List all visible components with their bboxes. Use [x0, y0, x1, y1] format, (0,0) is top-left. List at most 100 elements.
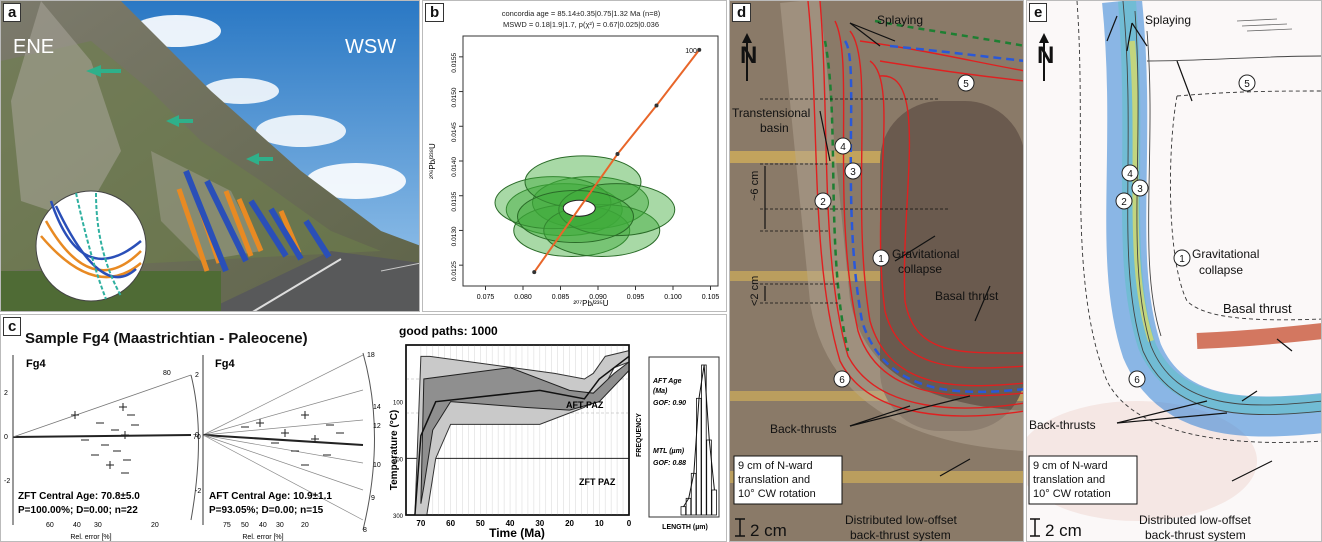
panel-label-d: d — [732, 3, 751, 22]
thermal-xtick-label-5: 20 — [565, 519, 574, 528]
thermal-xtick-label-1: 60 — [446, 519, 455, 528]
panel-c-graphics: Sample Fg4 (Maastrichtian - Paleocene) — [1, 315, 727, 542]
d-translation3: 10° CW rotation — [738, 488, 816, 500]
d-distributed2: back-thrust system — [850, 528, 951, 542]
thermal-history: good paths: 1000 Temperature (°C) AFT PA… — [389, 324, 632, 540]
thermal-title: good paths: 1000 — [399, 324, 498, 338]
d-distributed1: Distributed low-offset — [845, 513, 957, 527]
svg-text:8: 8 — [363, 527, 367, 534]
d-basal-thrust: Basal thrust — [935, 289, 999, 303]
radial1-sample: Fg4 — [26, 358, 46, 370]
svg-text:1: 1 — [878, 254, 884, 265]
concordia-ytick-label-0: 0.0125 — [451, 261, 458, 281]
concordia-ytick-label-3: 0.0140 — [451, 157, 458, 177]
e-distributed1: Distributed low-offset — [1139, 513, 1251, 527]
d-two-cm: <2 cm — [749, 276, 761, 306]
hist-gof1: GOF: 0.90 — [653, 400, 686, 407]
hist-aft-age: AFT Age — [652, 378, 682, 385]
svg-text:75: 75 — [223, 522, 231, 529]
svg-text:-2: -2 — [4, 478, 10, 485]
thermal-ylabel: Temperature (°C) — [389, 410, 400, 491]
svg-text:4: 4 — [840, 142, 846, 153]
e-grav2: collapse — [1199, 263, 1243, 277]
d-scale: 2 cm — [750, 521, 787, 540]
thermal-xtick-label-0: 70 — [416, 519, 425, 528]
d-transtensional: Transtensional — [732, 106, 810, 120]
svg-text:20: 20 — [151, 522, 159, 529]
panel-label-c: c — [3, 317, 21, 336]
radial2-sample: Fg4 — [215, 358, 235, 370]
svg-text:5: 5 — [963, 79, 969, 90]
e-scale: 2 cm — [1045, 521, 1082, 540]
radial2-stats: P=93.05%; D=0.00; n=15 — [209, 505, 324, 516]
e-translation3: 10° CW rotation — [1033, 488, 1111, 500]
concordia-ellipse-7 — [518, 191, 634, 243]
svg-text:3: 3 — [850, 167, 856, 178]
svg-text:60: 60 — [46, 522, 54, 529]
svg-text:12: 12 — [373, 423, 381, 430]
panel-b-concordia: concordia age = 85.14±0.35|0.75|1.32 Ma … — [422, 0, 727, 312]
e-back-thrusts: Back-thrusts — [1029, 418, 1096, 432]
svg-text:2: 2 — [4, 390, 8, 397]
d-translation1: 9 cm of N-ward — [738, 460, 813, 472]
hist-aft-age-unit: (Ma) — [653, 388, 668, 395]
hist-bar-6 — [712, 490, 717, 515]
outcrop-photo: ENE WSW — [1, 1, 420, 312]
concordia-header-2: MSWD = 0.18|1.9|1.7, p(χ²) = 0.67|0.025|… — [503, 20, 659, 29]
svg-text:50: 50 — [241, 522, 249, 529]
panel-a-outcrop-photo: ENE WSW a — [0, 0, 420, 312]
panel-label-a: a — [3, 3, 21, 22]
radial1-xaxis: Rel. error [%] — [70, 534, 111, 541]
radial1-age: ZFT Central Age: 70.8±5.0 — [18, 491, 140, 502]
radial-plot-aft: Fg4 181412 1098 02-2 AFT Central Age: 10… — [195, 352, 381, 541]
radial2-xaxis: Rel. error [%] — [242, 534, 283, 541]
e-distributed2: back-thrust system — [1145, 528, 1246, 542]
svg-text:30: 30 — [276, 522, 284, 529]
e-translation1: 9 cm of N-ward — [1033, 460, 1108, 472]
thermal-ytick-label-0: 100 — [393, 401, 404, 407]
hist-bar-3 — [696, 398, 701, 515]
e-splaying: Splaying — [1145, 13, 1191, 27]
concordia-ytick-label-1: 0.0130 — [451, 226, 458, 246]
concordia-xtick-label-6: 0.105 — [702, 294, 720, 301]
thermal-ytick-label-1: 200 — [393, 457, 404, 463]
concordia-ytick-label-4: 0.0145 — [451, 122, 458, 142]
concordia-xtick-label-5: 0.100 — [664, 294, 682, 301]
hist-ylabel: FREQUENCY — [636, 413, 643, 457]
hist-bar-0 — [681, 507, 686, 515]
radial1-stats: P=100.00%; D=0.00; n=22 — [18, 505, 138, 516]
thermal-xtick-label-7: 0 — [627, 519, 632, 528]
analog-model-photo: N 5 4 3 2 1 6 — [730, 1, 1024, 542]
svg-text:2: 2 — [1121, 197, 1127, 208]
concordia-header-1: concordia age = 85.14±0.35|0.75|1.32 Ma … — [502, 9, 661, 18]
panel-label-b: b — [425, 3, 444, 22]
hist-bar-2 — [691, 473, 696, 515]
hist-mtl: MTL (µm) — [653, 448, 685, 455]
panel-label-e: e — [1029, 3, 1047, 22]
svg-text:9: 9 — [371, 495, 375, 502]
panel-c-thermochronology: Sample Fg4 (Maastrichtian - Paleocene) — [0, 314, 727, 542]
concordia-xtick-label-2: 0.085 — [552, 294, 570, 301]
e-translation2: translation and — [1033, 474, 1105, 486]
direction-right-label: WSW — [345, 36, 396, 58]
concordia-ytick-label-5: 0.0150 — [451, 87, 458, 107]
d-back-thrusts: Back-thrusts — [770, 422, 837, 436]
svg-text:4: 4 — [1127, 169, 1133, 180]
strain-map: N 543 216 Splaying Gravitational col — [1027, 1, 1322, 542]
concordia-xtick-label-4: 0.095 — [627, 294, 645, 301]
d-translation2: translation and — [738, 474, 810, 486]
concordia-ylabel: ²⁰⁶Pb/²³⁸U — [428, 143, 437, 179]
thermal-xtick-label-6: 10 — [595, 519, 604, 528]
svg-text:1: 1 — [1179, 254, 1185, 265]
d-basin: basin — [760, 121, 789, 135]
svg-text:-2: -2 — [195, 488, 201, 495]
svg-text:6: 6 — [1134, 375, 1140, 386]
length-histogram: FREQUENCY LENGTH (µm) AFT Age (Ma) GOF: … — [636, 357, 719, 531]
concordia-xlabel: ²⁰⁷Pb/²³⁵U — [573, 299, 608, 308]
concordia-age-mark-0 — [532, 270, 536, 274]
svg-text:30: 30 — [94, 522, 102, 529]
d-grav1: Gravitational — [892, 247, 959, 261]
d-six-cm: ~6 cm — [749, 171, 761, 201]
concordia-xtick-label-0: 0.075 — [477, 294, 495, 301]
